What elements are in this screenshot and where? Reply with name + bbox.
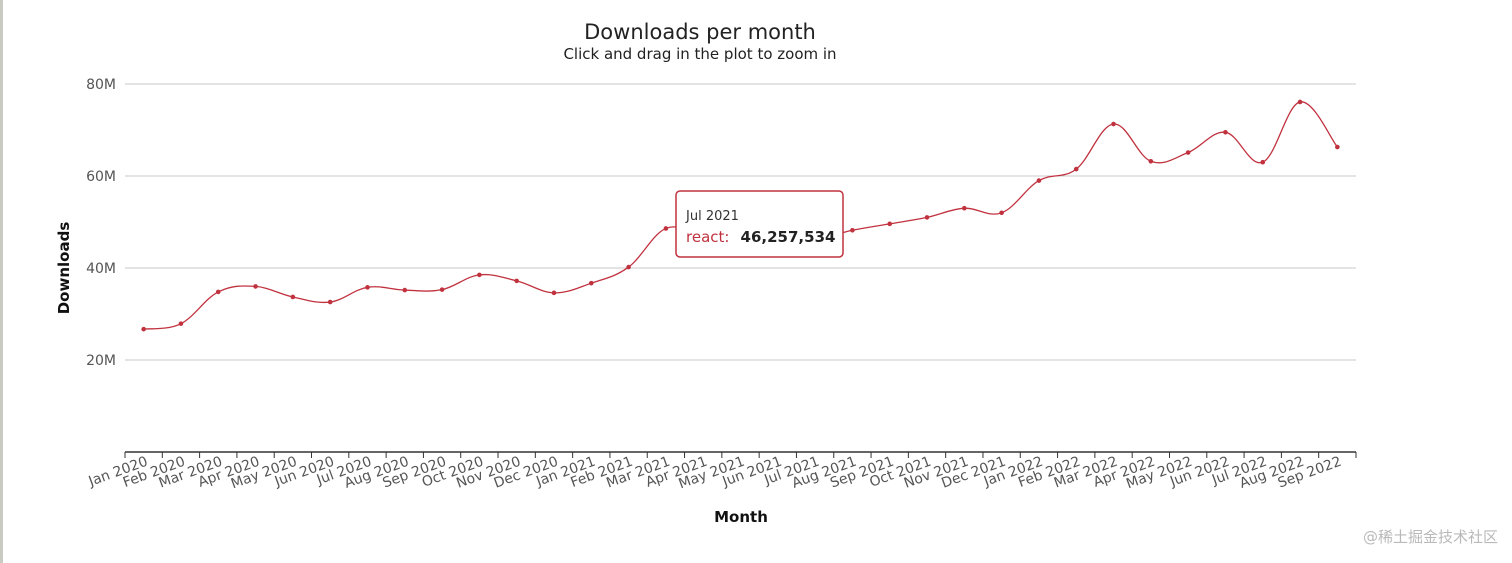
data-point[interactable] (588, 280, 594, 286)
data-point[interactable] (850, 227, 855, 233)
data-point[interactable] (1335, 144, 1340, 150)
data-point[interactable] (663, 226, 669, 231)
data-point[interactable] (551, 290, 557, 296)
data-point[interactable] (999, 210, 1004, 216)
tooltip-header: Jul 2021 (685, 209, 739, 224)
tooltip-row: react: 46,257,534 (686, 227, 835, 246)
watermark: @稀土掘金技术社区 (1362, 528, 1498, 546)
data-point[interactable] (1223, 130, 1228, 135)
chart-title: Downloads per month (584, 20, 816, 44)
y-tick-label: 80M (86, 77, 116, 93)
left-border (0, 0, 3, 563)
x-axis (124, 451, 1357, 458)
data-point[interactable] (178, 321, 184, 326)
data-point[interactable] (253, 284, 258, 289)
data-point[interactable] (141, 326, 146, 332)
data-point[interactable] (477, 272, 482, 278)
y-tick-label: 40M (86, 261, 116, 277)
x-axis-title: Month (714, 508, 768, 526)
data-point[interactable] (402, 287, 408, 293)
data-point[interactable] (1073, 166, 1079, 172)
data-point[interactable] (439, 287, 445, 292)
tooltip: Jul 2021 react: 46,257,534 (675, 190, 844, 258)
data-point[interactable] (1297, 99, 1303, 105)
y-tick-label: 60M (86, 169, 116, 185)
chart-subtitle: Click and drag in the plot to zoom in (563, 45, 836, 63)
y-tick-label: 20M (86, 353, 116, 369)
tooltip-value: 46,257,534 (741, 228, 836, 246)
data-point[interactable] (887, 221, 893, 227)
data-point[interactable] (215, 289, 221, 295)
data-point[interactable] (514, 278, 519, 284)
tooltip-series-label: react: (686, 228, 729, 246)
data-point[interactable] (1036, 178, 1042, 183)
data-point[interactable] (924, 215, 930, 220)
data-point[interactable] (365, 285, 370, 290)
data-point[interactable] (327, 299, 333, 305)
y-axis-ticks: 20M 40M 60M 80M (86, 77, 116, 369)
data-point[interactable] (962, 205, 967, 211)
data-point[interactable] (290, 294, 296, 300)
data-point[interactable] (626, 264, 631, 270)
data-point[interactable] (1148, 158, 1154, 164)
data-point[interactable] (1185, 150, 1191, 155)
y-axis-title: Downloads (55, 222, 73, 315)
data-point[interactable] (1260, 159, 1266, 165)
grid-lines (125, 83, 1356, 361)
data-point[interactable] (1111, 121, 1116, 127)
tooltip-box (675, 190, 844, 258)
